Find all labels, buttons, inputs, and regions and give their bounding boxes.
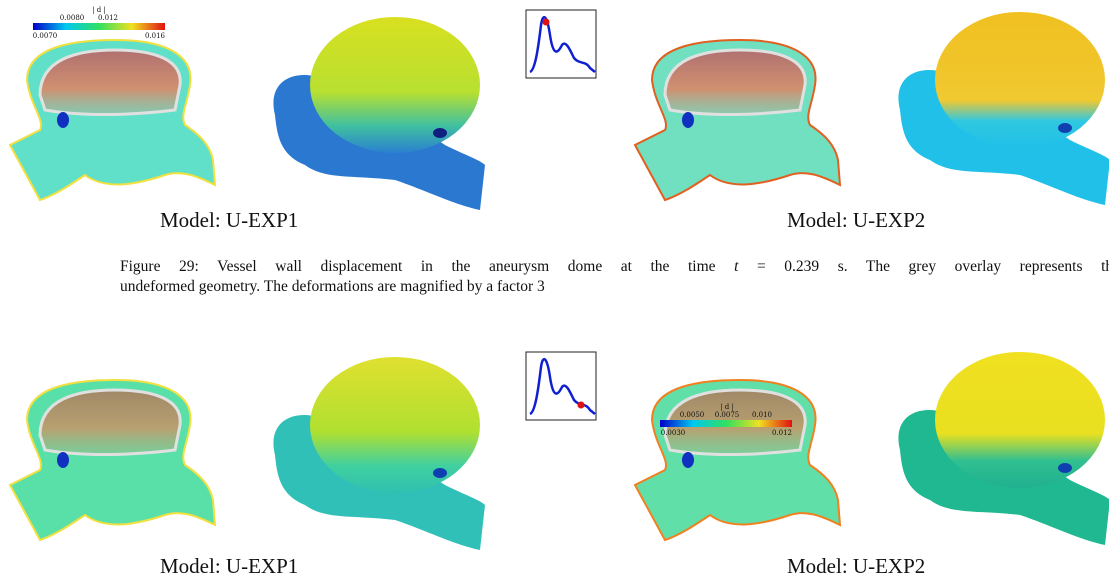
graphic: [525, 9, 597, 79]
graphic: [660, 420, 792, 427]
graphic: [577, 401, 585, 409]
subfigure-caption: Model: U-EXP1: [160, 208, 299, 232]
graphic: [57, 452, 69, 468]
vessel-closed: [898, 352, 1109, 545]
colorbar-label: 0.0075: [715, 411, 740, 419]
caption-variable: t: [734, 258, 739, 275]
graphic: [935, 352, 1105, 488]
graphic: [663, 48, 807, 117]
graphic: [682, 112, 694, 128]
colorbar-label: | d |: [92, 6, 106, 14]
graphic: [682, 452, 694, 468]
graphic: [1058, 123, 1072, 133]
colorbar-label: 0.0050: [680, 411, 705, 419]
colorbar-label: 0.010: [752, 411, 772, 419]
graphic: [542, 18, 550, 26]
colorbar: | d | 0.0050 0.0075 0.010 0.0030 0.012: [660, 403, 792, 437]
colorbar-label: 0.012: [772, 429, 792, 437]
figure-caption-line: undeformed geometry. The deformations ar…: [120, 278, 545, 295]
graphic: [433, 468, 447, 478]
graphic: [529, 357, 596, 416]
colorbar-label: 0.016: [145, 32, 166, 40]
caption-text: Figure 29: Vessel wall displacement in t…: [120, 258, 735, 275]
graphic: [38, 388, 182, 457]
graphic: [310, 17, 480, 153]
graphic: [529, 15, 596, 74]
vessel-cutaway: [9, 39, 216, 201]
colorbar: | d | 0.0080 0.012 0.0070 0.016: [33, 6, 166, 40]
colorbar-label: 0.0070: [33, 32, 58, 40]
subfigure-caption: Model: U-EXP2: [787, 208, 926, 232]
subfigure-caption: Model: U-EXP1: [160, 554, 299, 578]
subfigure-caption: Model: U-EXP2: [787, 554, 926, 578]
graphic: [38, 48, 182, 117]
graphic: [310, 357, 480, 493]
waveform-inset: [525, 351, 597, 421]
vessel-cutaway: [634, 39, 841, 201]
graphic: [1058, 463, 1072, 473]
colorbar-label: 0.0080: [60, 14, 85, 22]
vessel-closed: [273, 17, 485, 210]
colorbar-label: 0.0030: [661, 429, 686, 437]
figure-caption-line: Figure 29: Vessel wall displacement in t…: [120, 258, 1109, 276]
colorbar-label: | d |: [720, 403, 734, 411]
vessel-closed: [273, 357, 485, 550]
graphic: [57, 112, 69, 128]
caption-text: = 0.239 s. The grey overlay represents t…: [738, 258, 1109, 275]
vessel-cutaway: [9, 379, 216, 541]
graphic: [935, 12, 1105, 148]
vessel-closed: [898, 12, 1109, 205]
graphic: [433, 128, 447, 138]
graphic: [33, 23, 165, 30]
colorbar-label: 0.012: [98, 14, 118, 22]
waveform-inset: [525, 9, 597, 79]
vessel-cutaway: [634, 379, 841, 541]
graphic: [525, 351, 597, 421]
